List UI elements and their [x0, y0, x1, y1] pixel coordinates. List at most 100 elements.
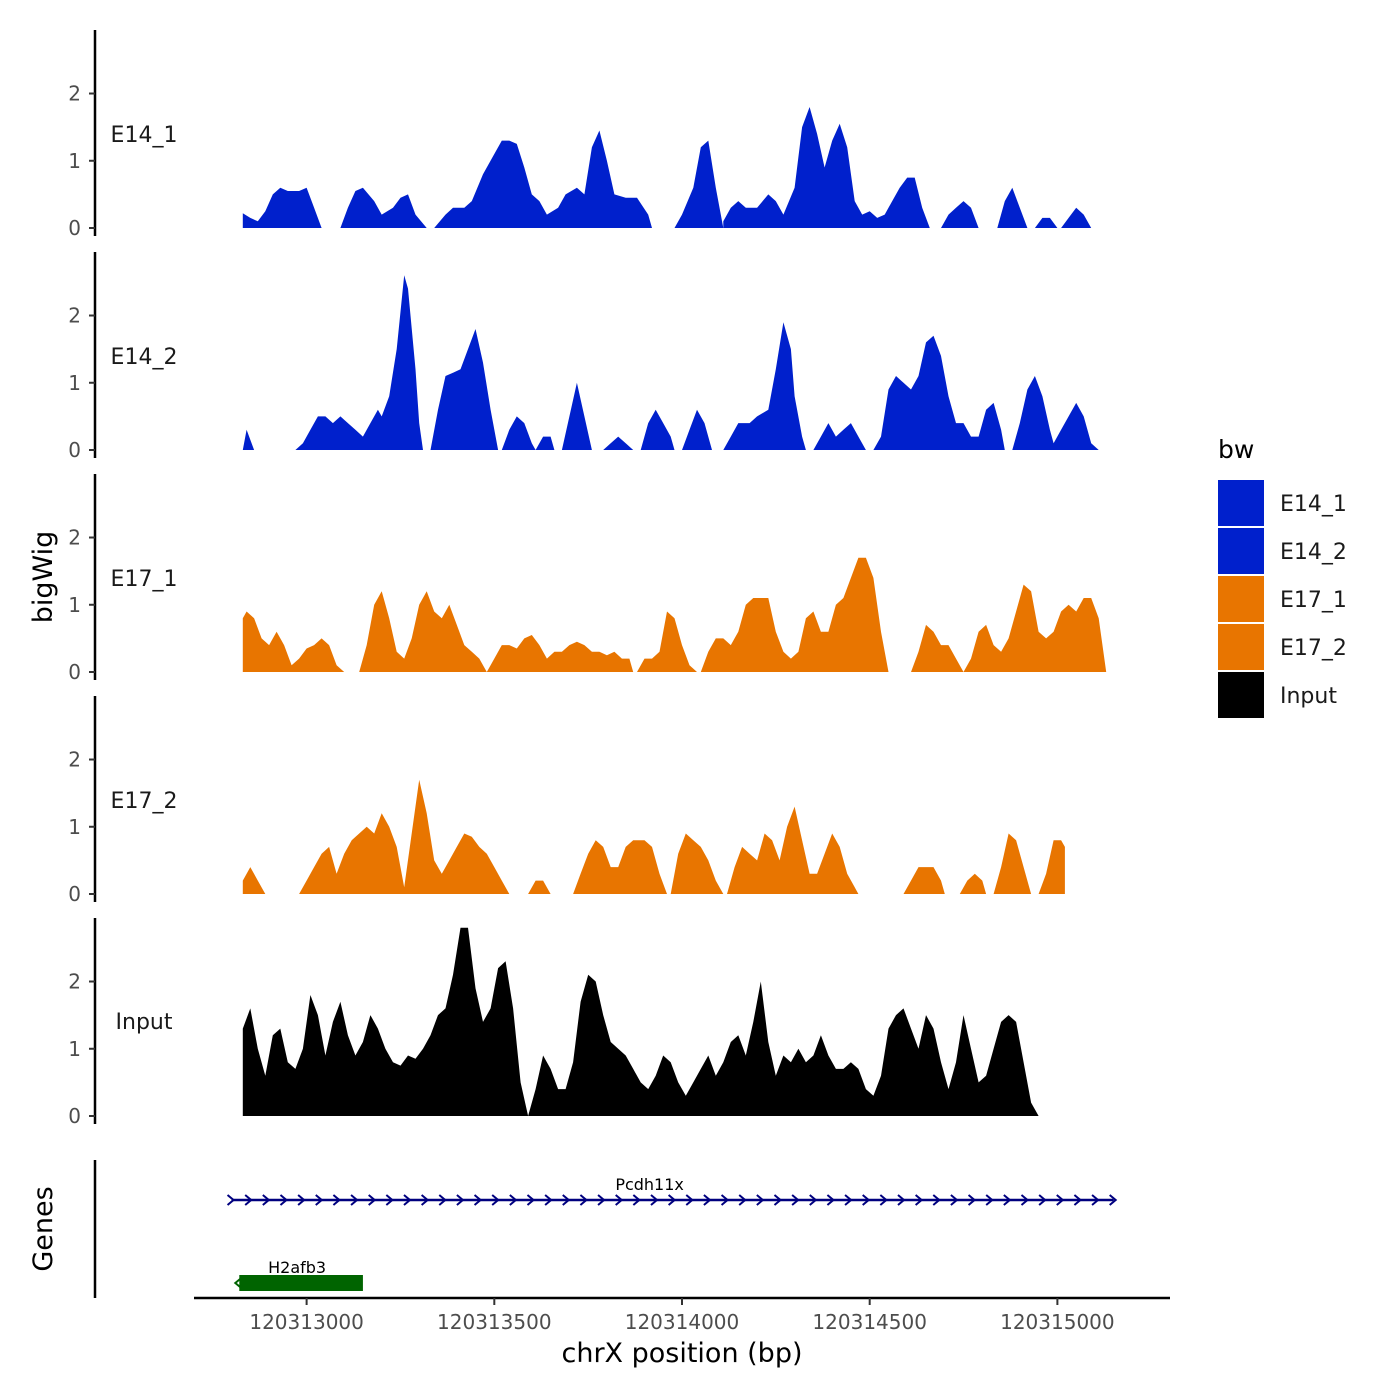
legend-swatch: [1218, 576, 1264, 622]
legend: bw E14_1 E14_2 E17_1 E17_2 Input: [1218, 435, 1347, 718]
strand-arrow: [226, 1194, 236, 1206]
strand-arrow: [350, 1194, 359, 1206]
strand-arrow: [438, 1194, 447, 1206]
strand-arrow: [332, 1194, 341, 1206]
strand-arrow: [491, 1194, 500, 1206]
signal-tracks: 0 1 2 E14_1 0 1 2 E14_2 0 1 2 E17_1 0 1 2 E17_2 0 1 2 Input: [68, 30, 1107, 1128]
legend-label: E17_2: [1280, 636, 1347, 661]
legend-label: Input: [1280, 684, 1337, 709]
x-axis-title: chrX position (bp): [561, 1338, 802, 1369]
track-e17-2: 0 1 2 E17_2: [68, 696, 1065, 906]
strand-arrow: [1109, 1194, 1118, 1206]
strand-arrow: [385, 1194, 394, 1206]
y-tick-label: 0: [68, 882, 81, 906]
track-label: E17_2: [111, 789, 178, 814]
strand-arrow: [650, 1194, 659, 1206]
x-axis: 120313000 120313500 120314000 120314500 1203…: [194, 1296, 1170, 1334]
legend-swatch: [1218, 672, 1264, 718]
strand-arrow: [685, 1194, 694, 1206]
strand-arrow: [579, 1194, 588, 1206]
y-tick-label: 0: [68, 438, 81, 462]
strand-arrow: [509, 1194, 518, 1206]
gene-label: H2afb3: [268, 1258, 326, 1277]
strand-arrow: [1003, 1194, 1012, 1206]
y-tick-label: 1: [68, 149, 81, 173]
track-label: Input: [116, 1010, 173, 1035]
strand-arrow: [632, 1194, 641, 1206]
strand-arrow: [914, 1194, 924, 1206]
strand-arrow: [720, 1194, 730, 1206]
strand-arrow: [826, 1194, 835, 1206]
track-input: 0 1 2 Input: [68, 918, 1039, 1128]
strand-arrow: [562, 1194, 571, 1206]
legend-label: E17_1: [1280, 588, 1347, 613]
legend-swatch: [1218, 480, 1264, 526]
track-label: E14_2: [111, 345, 178, 370]
strand-arrow: [279, 1194, 289, 1206]
strand-arrow: [950, 1194, 959, 1206]
strand-arrow: [897, 1194, 906, 1206]
gene-pcdh11x: Pcdh11x: [226, 1175, 1118, 1206]
strand-arrow: [368, 1194, 377, 1206]
y-tick-label: 2: [68, 304, 81, 328]
genes-panel: Pcdh11x H2afb3: [93, 1160, 1118, 1298]
strand-arrow: [1020, 1194, 1030, 1206]
x-tick-label: 120315000: [1000, 1310, 1115, 1334]
y-tick-label: 0: [68, 216, 81, 240]
strand-arrow: [615, 1194, 624, 1206]
y-tick-label: 2: [68, 970, 81, 994]
strand-arrow: [233, 1277, 242, 1289]
signal-area-e14-2: [242, 275, 1099, 450]
strand-arrow: [597, 1194, 606, 1206]
strand-arrow: [403, 1194, 412, 1206]
track-e14-1: 0 1 2 E14_1: [68, 30, 1092, 240]
track-label: E14_1: [111, 123, 178, 148]
strand-arrow: [773, 1194, 783, 1206]
genes-axis-title: Genes: [28, 1186, 59, 1271]
y-tick-label: 1: [68, 815, 81, 839]
strand-arrow: [544, 1194, 553, 1206]
legend-label: E14_2: [1280, 540, 1347, 565]
signal-area-input: [242, 927, 1039, 1116]
strand-arrow: [756, 1194, 765, 1206]
strand-arrow: [738, 1194, 747, 1206]
strand-arrow: [985, 1194, 994, 1206]
y-tick-label: 2: [68, 526, 81, 550]
strand-arrow: [473, 1194, 483, 1206]
x-tick-label: 120313000: [249, 1310, 364, 1334]
y-tick-label: 1: [68, 1037, 81, 1061]
track-e17-1: 0 1 2 E17_1: [68, 474, 1107, 684]
y-tick-label: 2: [68, 82, 81, 106]
legend-swatch: [1218, 528, 1264, 574]
signal-area-e17-1: [242, 557, 1107, 672]
y-tick-label: 1: [68, 593, 81, 617]
y-tick-label: 1: [68, 371, 81, 395]
strand-arrow: [1056, 1194, 1065, 1206]
x-tick-label: 120314500: [812, 1310, 927, 1334]
strand-arrow: [862, 1194, 871, 1206]
strand-arrow: [262, 1194, 271, 1206]
strand-arrow: [297, 1194, 306, 1206]
y-tick-label: 0: [68, 1104, 81, 1128]
strand-arrow: [879, 1194, 888, 1206]
strand-arrow: [526, 1194, 536, 1206]
strand-arrow: [315, 1194, 324, 1206]
gene-h2afb3: H2afb3: [233, 1258, 363, 1291]
strand-arrow: [1073, 1194, 1082, 1206]
y-tick-label: 0: [68, 660, 81, 684]
strand-arrow: [456, 1194, 465, 1206]
strand-arrow: [967, 1194, 977, 1206]
strand-arrow: [932, 1194, 941, 1206]
x-tick-label: 120314000: [625, 1310, 740, 1334]
y-tick-label: 2: [68, 748, 81, 772]
strand-arrow: [844, 1194, 853, 1206]
strand-arrow: [244, 1194, 253, 1206]
strand-arrow: [791, 1194, 800, 1206]
legend-title: bw: [1218, 435, 1254, 464]
strand-arrow: [703, 1194, 712, 1206]
gene-exon-block: [239, 1275, 363, 1291]
legend-label: E14_1: [1280, 492, 1347, 517]
strand-arrow: [667, 1194, 677, 1206]
